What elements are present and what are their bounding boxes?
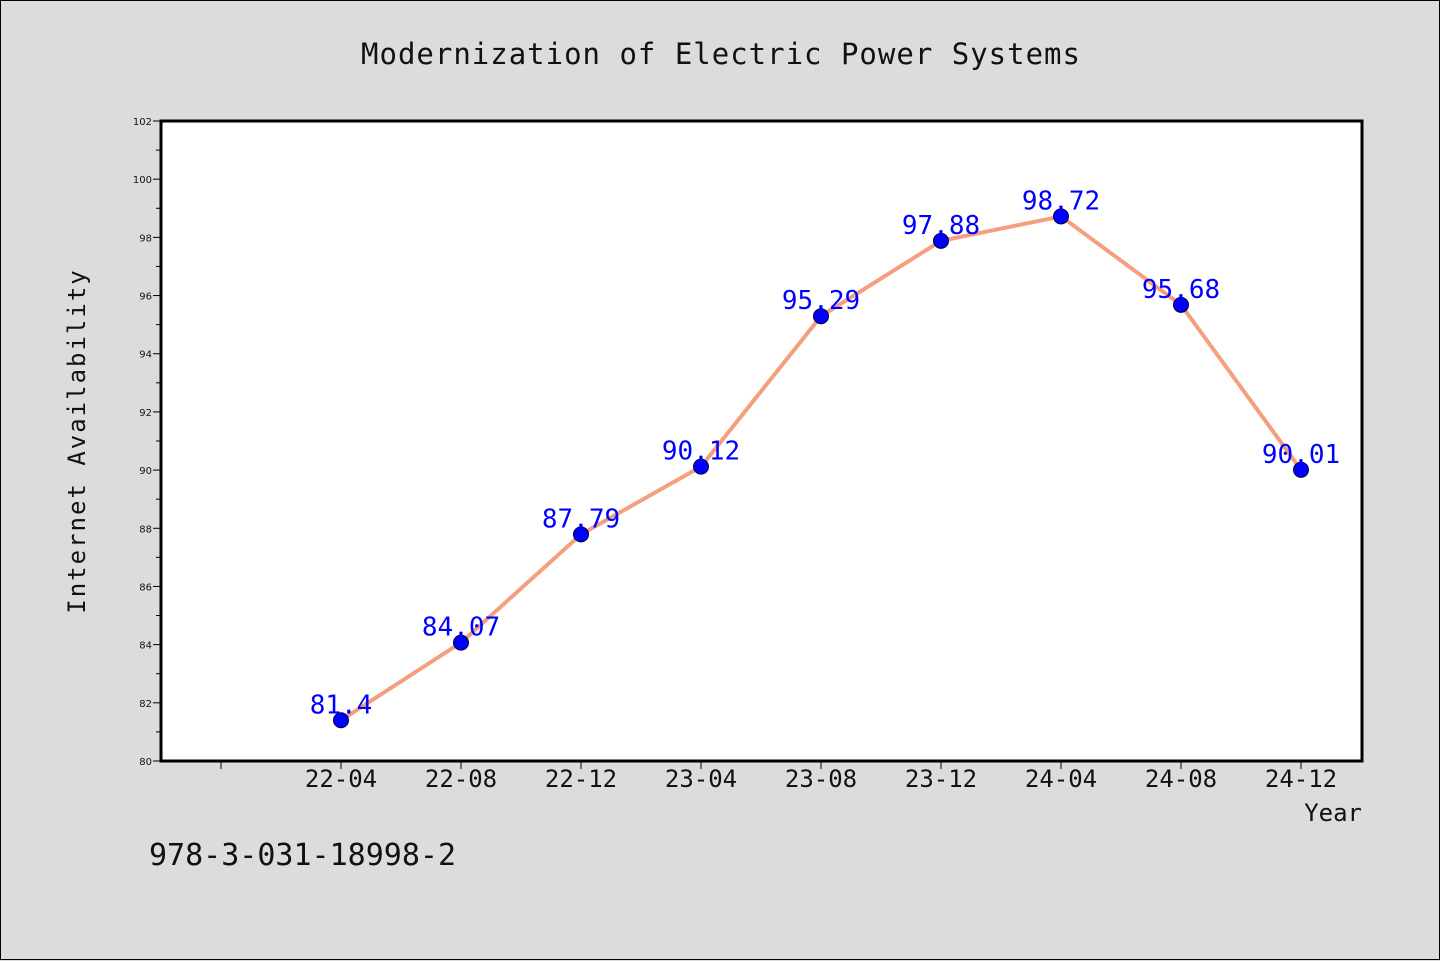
- x-axis-label: Year: [1304, 799, 1362, 827]
- y-tick-label: 98: [139, 233, 152, 244]
- chart-title: Modernization of Electric Power Systems: [361, 37, 1081, 71]
- data-labels: 81.4 84.07 87.79 90.12 95.29 97.88 98.72 95.68 9…: [310, 186, 1340, 720]
- data-point: [693, 458, 709, 475]
- data-point: [333, 712, 349, 729]
- plot-area: [159, 119, 1364, 763]
- y-tick-label: 94: [139, 350, 152, 361]
- x-tick-label: 24-04: [1025, 765, 1097, 793]
- y-tick-label: 96: [139, 292, 152, 303]
- data-markers: [333, 208, 1309, 729]
- x-tick-label: 24-08: [1145, 765, 1217, 793]
- data-point: [573, 526, 589, 543]
- y-tick-label: 84: [139, 641, 152, 652]
- data-point: [453, 634, 469, 651]
- data-label: 87.79: [542, 504, 620, 534]
- x-tick-label: 23-08: [785, 765, 857, 793]
- x-tick-label: 23-12: [905, 765, 977, 793]
- y-tick-label: 90: [139, 466, 152, 477]
- data-label: 90.01: [1262, 440, 1340, 470]
- data-point: [1053, 208, 1069, 225]
- data-label: 95.68: [1142, 275, 1220, 305]
- y-tick-label: 86: [139, 582, 152, 593]
- y-tick-label: 102: [133, 117, 152, 128]
- data-label: 95.29: [782, 286, 860, 316]
- y-tick-label: 100: [133, 175, 152, 186]
- x-axis-ticks: 22-04 22-08 22-12 23-04 23-08 23-12 24-04 24-08…: [220, 761, 1337, 793]
- y-tick-label: 88: [139, 524, 152, 535]
- x-tick-label: 22-12: [545, 765, 617, 793]
- data-point: [1293, 461, 1309, 478]
- y-tick-label: 82: [139, 699, 152, 710]
- x-tick-label: 23-04: [665, 765, 737, 793]
- y-tick-label: 92: [139, 408, 152, 419]
- data-label: 90.12: [662, 437, 740, 467]
- data-point: [1173, 296, 1189, 313]
- y-axis-ticks: 80 82 84 86 88 90 92 94 96 98 100 102: [133, 117, 161, 768]
- data-label: 97.88: [902, 211, 980, 241]
- data-point: [933, 232, 949, 249]
- y-tick-label: 80: [139, 757, 152, 768]
- x-tick-label: 22-04: [305, 765, 377, 793]
- x-tick-label: 24-12: [1265, 765, 1337, 793]
- data-label: 98.72: [1022, 186, 1100, 216]
- data-label: 81.4: [310, 690, 373, 720]
- x-tick-label: 22-08: [425, 765, 497, 793]
- data-label: 84.07: [422, 613, 500, 643]
- y-axis-label: Internet Availability: [63, 268, 91, 613]
- data-point: [813, 308, 829, 325]
- isbn-text: 978-3-031-18998-2: [149, 838, 456, 873]
